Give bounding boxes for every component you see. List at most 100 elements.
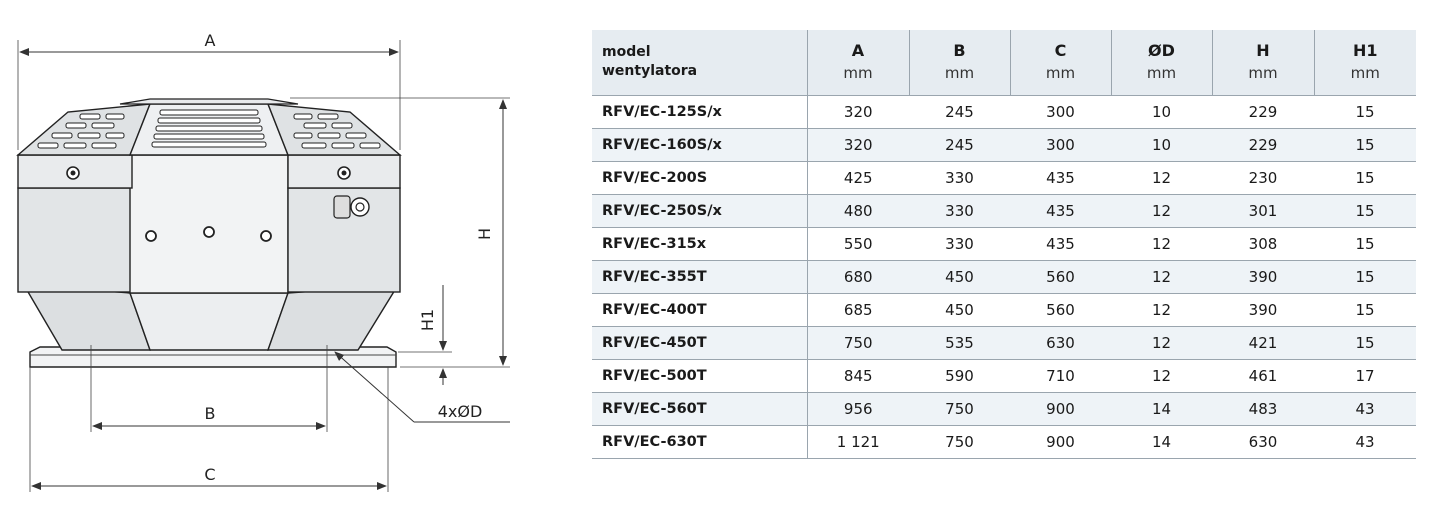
cell-model: RFV/EC-315x bbox=[592, 227, 808, 261]
table-row: RFV/EC-250S/x 480 330 435 12 301 15 bbox=[592, 194, 1416, 228]
cell-model: RFV/EC-125S/x bbox=[592, 95, 808, 129]
cell-d: 12 bbox=[1111, 293, 1212, 327]
cell-d: 12 bbox=[1111, 227, 1212, 261]
table-row: RFV/EC-355T 680 450 560 12 390 15 bbox=[592, 260, 1416, 294]
cell-b: 450 bbox=[909, 293, 1010, 327]
cell-h: 390 bbox=[1212, 293, 1314, 327]
cell-c: 900 bbox=[1010, 425, 1111, 459]
header-label: A bbox=[851, 41, 865, 61]
cell-d: 14 bbox=[1111, 392, 1212, 426]
holes-label: 4xØD bbox=[438, 402, 483, 421]
dimension-a: A bbox=[17, 31, 401, 150]
cell-c: 435 bbox=[1010, 194, 1111, 228]
cell-d: 12 bbox=[1111, 326, 1212, 360]
cell-a: 1 121 bbox=[807, 425, 909, 459]
header-label: H bbox=[1256, 41, 1270, 61]
header-unit: mm bbox=[1146, 64, 1177, 83]
cell-d: 10 bbox=[1111, 95, 1212, 129]
header-label: B bbox=[953, 41, 966, 61]
cell-h: 483 bbox=[1212, 392, 1314, 426]
cell-model: RFV/EC-630T bbox=[592, 425, 808, 459]
cell-b: 590 bbox=[909, 359, 1010, 393]
cell-a: 680 bbox=[807, 260, 909, 294]
cell-d: 12 bbox=[1111, 359, 1212, 393]
cell-a: 685 bbox=[807, 293, 909, 327]
cell-c: 300 bbox=[1010, 95, 1111, 129]
cell-h1: 15 bbox=[1314, 95, 1416, 129]
cell-c: 560 bbox=[1010, 260, 1111, 294]
column-header-d: ØD mm bbox=[1111, 30, 1213, 96]
table-body: RFV/EC-125S/x 320 245 300 10 229 15 RFV/EC-160S… bbox=[592, 95, 1416, 459]
table-row: RFV/EC-400T 685 450 560 12 390 15 bbox=[592, 293, 1416, 327]
cell-a: 480 bbox=[807, 194, 909, 228]
cable-gland-icon bbox=[333, 195, 370, 219]
cell-h1: 43 bbox=[1314, 392, 1416, 426]
fan-top-cover bbox=[16, 98, 402, 156]
column-header-model: model wentylatora bbox=[592, 30, 808, 96]
cell-a: 845 bbox=[807, 359, 909, 393]
cell-a: 425 bbox=[807, 161, 909, 195]
cell-a: 320 bbox=[807, 95, 909, 129]
dimension-b-label: B bbox=[205, 404, 216, 423]
dimension-b: B bbox=[90, 345, 328, 432]
cell-model: RFV/EC-160S/x bbox=[592, 128, 808, 162]
header-unit: mm bbox=[1350, 64, 1380, 83]
table-row: RFV/EC-125S/x 320 245 300 10 229 15 bbox=[592, 95, 1416, 129]
fan-lower-section bbox=[22, 284, 400, 351]
dimension-c: C bbox=[29, 367, 389, 492]
cell-c: 900 bbox=[1010, 392, 1111, 426]
dimension-h-label: H bbox=[475, 228, 494, 240]
cell-c: 710 bbox=[1010, 359, 1111, 393]
cell-h: 308 bbox=[1212, 227, 1314, 261]
cell-h1: 15 bbox=[1314, 293, 1416, 327]
model-header-line-2: wentylatora bbox=[602, 63, 698, 80]
header-label: H1 bbox=[1352, 41, 1378, 61]
cell-c: 435 bbox=[1010, 161, 1111, 195]
header-unit: mm bbox=[944, 64, 975, 83]
cell-c: 560 bbox=[1010, 293, 1111, 327]
table-row: RFV/EC-630T 1 121 750 900 14 630 43 bbox=[592, 425, 1416, 459]
cell-h1: 15 bbox=[1314, 326, 1416, 360]
cell-b: 330 bbox=[909, 194, 1010, 228]
cell-b: 330 bbox=[909, 227, 1010, 261]
cell-b: 330 bbox=[909, 161, 1010, 195]
cell-b: 750 bbox=[909, 392, 1010, 426]
table-row: RFV/EC-315x 550 330 435 12 308 15 bbox=[592, 227, 1416, 261]
cell-d: 10 bbox=[1111, 128, 1212, 162]
dimension-h: H bbox=[290, 97, 510, 368]
cell-h1: 17 bbox=[1314, 359, 1416, 393]
cell-d: 12 bbox=[1111, 161, 1212, 195]
model-header-line-1: model bbox=[602, 44, 651, 61]
dimension-a-label: A bbox=[205, 31, 216, 50]
header-label: C bbox=[1054, 41, 1067, 61]
cell-h: 230 bbox=[1212, 161, 1314, 195]
cell-b: 750 bbox=[909, 425, 1010, 459]
cell-a: 320 bbox=[807, 128, 909, 162]
header-unit: mm bbox=[843, 64, 873, 83]
cell-h: 461 bbox=[1212, 359, 1314, 393]
cell-h1: 15 bbox=[1314, 260, 1416, 294]
fan-dimension-drawing: A H H1 B C 4xØD bbox=[16, 31, 510, 492]
table-row: RFV/EC-560T 956 750 900 14 483 43 bbox=[592, 392, 1416, 426]
cell-h1: 15 bbox=[1314, 161, 1416, 195]
cell-h: 229 bbox=[1212, 95, 1314, 129]
cell-h: 390 bbox=[1212, 260, 1314, 294]
cell-model: RFV/EC-200S bbox=[592, 161, 808, 195]
cell-h: 421 bbox=[1212, 326, 1314, 360]
cell-h: 301 bbox=[1212, 194, 1314, 228]
cell-d: 12 bbox=[1111, 194, 1212, 228]
cell-a: 956 bbox=[807, 392, 909, 426]
table-row: RFV/EC-500T 845 590 710 12 461 17 bbox=[592, 359, 1416, 393]
column-header-h1: H1 mm bbox=[1314, 30, 1416, 96]
cell-h1: 15 bbox=[1314, 227, 1416, 261]
dimension-h1-label: H1 bbox=[418, 309, 437, 331]
dimension-c-label: C bbox=[204, 465, 215, 484]
cell-h: 630 bbox=[1212, 425, 1314, 459]
cell-h1: 43 bbox=[1314, 425, 1416, 459]
